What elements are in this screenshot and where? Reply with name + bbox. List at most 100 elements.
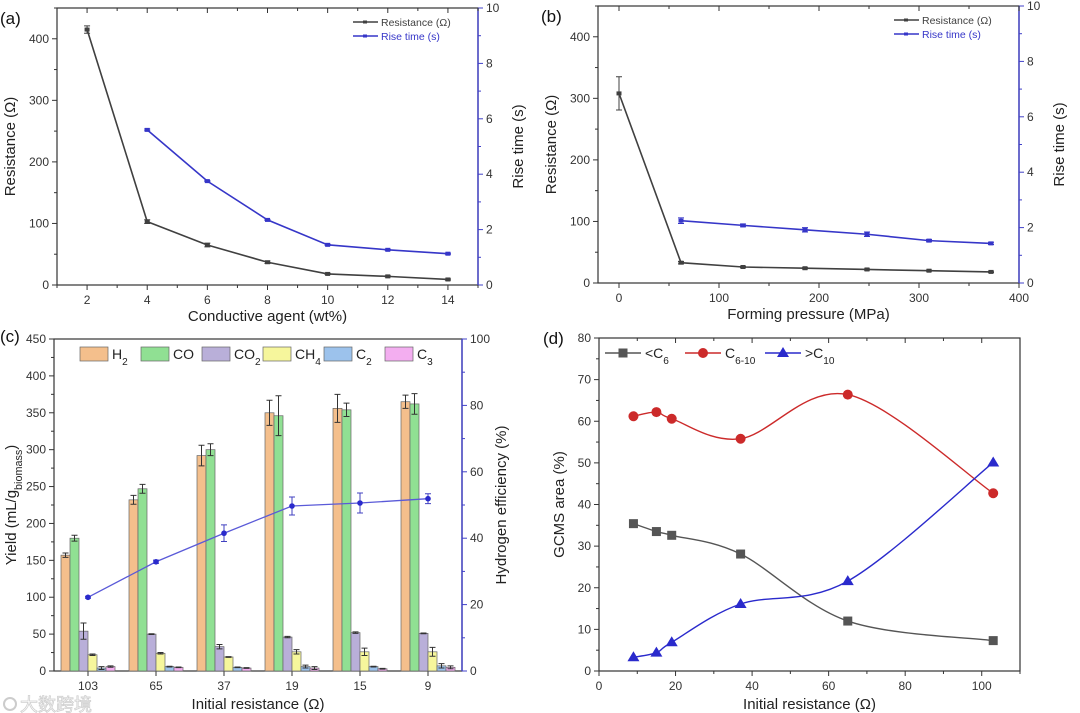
data-point <box>616 91 622 96</box>
data-point <box>926 268 932 273</box>
triangle-marker <box>665 636 678 647</box>
bar <box>282 636 293 672</box>
x-tick-label: 4 <box>144 293 151 307</box>
error-bar <box>429 646 436 657</box>
data-point <box>678 260 684 265</box>
x-tick-label: 15 <box>353 679 367 693</box>
error-bar <box>411 393 418 415</box>
y2-tick-label: 20 <box>470 598 484 612</box>
error-bar <box>334 393 341 423</box>
error-bar <box>130 494 137 505</box>
legend-swatch <box>323 346 353 362</box>
y-tick-label: 400 <box>570 30 590 44</box>
circle-marker <box>842 389 853 400</box>
y-tick-label: 0 <box>584 664 591 678</box>
data-point <box>740 264 746 269</box>
x-tick-label: 8 <box>264 293 271 307</box>
y2-tick-label: 10 <box>486 1 500 15</box>
bar <box>350 632 361 672</box>
legend-marker <box>363 20 367 24</box>
legend-swatch <box>201 346 231 362</box>
bar <box>69 537 80 672</box>
legend-label-subscript: 6 <box>663 356 669 367</box>
y-tick-label: 50 <box>578 456 592 470</box>
panel-a: (a) 0 100 200 300 400 0 2 4 6 8 10 Rise time (s) Resi… <box>0 1 527 325</box>
square-marker <box>843 616 853 626</box>
data-point <box>144 127 150 132</box>
panel-label: (b) <box>541 7 562 26</box>
panel-label: (c) <box>0 327 20 346</box>
data-point <box>802 227 808 232</box>
panel-d: (d) 0 10 20 30 40 50 60 70 80 GCMS area (%) 0 20 40 60… <box>543 329 1021 713</box>
error-bar <box>311 666 318 671</box>
error-bar <box>447 665 454 670</box>
legend-label-text: C <box>417 346 427 362</box>
square-marker <box>651 527 661 537</box>
triangle-marker <box>734 597 747 608</box>
error-bar <box>243 667 250 669</box>
y-tick-label: 450 <box>26 332 46 346</box>
error-bar <box>438 663 445 669</box>
triangle-marker <box>987 456 1000 467</box>
bar <box>418 633 429 672</box>
legend-swatch <box>140 346 170 362</box>
series-curve <box>633 392 994 494</box>
error-bar <box>198 444 205 467</box>
triangle-marker <box>841 575 854 586</box>
data-point <box>265 260 270 265</box>
square-marker <box>736 549 746 559</box>
y2-tick-label: 80 <box>470 398 484 412</box>
error-bar <box>266 399 273 426</box>
efficiency-point <box>357 500 363 506</box>
y-tick-label: 0 <box>42 278 49 292</box>
series-line <box>146 129 448 255</box>
y-tick-label: 30 <box>578 539 592 553</box>
error-bar <box>139 483 146 494</box>
data-point <box>678 218 684 223</box>
watermark-logo: 大数跨境 <box>3 695 92 713</box>
y-tick-label: 0 <box>39 664 46 678</box>
square-marker <box>618 348 628 358</box>
circle-marker <box>988 488 999 499</box>
data-point <box>445 277 451 282</box>
legend-label: H2 <box>112 346 128 368</box>
circle-marker <box>651 407 662 418</box>
legend-label: Resistance (Ω) <box>922 15 992 27</box>
legend-marker <box>363 34 367 38</box>
legend-label: CO2 <box>234 346 261 368</box>
data-point <box>84 27 90 32</box>
error-bar <box>370 665 377 668</box>
x-tick-label: 100 <box>972 679 992 693</box>
legend-label-subscript: 2 <box>255 357 261 368</box>
x-tick-label: 60 <box>822 679 836 693</box>
error-bar <box>293 649 300 655</box>
triangle-marker <box>777 347 789 357</box>
legend-label-text: CO <box>234 346 255 362</box>
y-tick-label: 200 <box>26 516 46 530</box>
efficiency-line <box>87 498 429 598</box>
y-tick-label: 50 <box>33 627 47 641</box>
x-axis-title: Initial resistance (Ω) <box>743 696 876 713</box>
bar <box>137 488 148 672</box>
y-tick-label: 100 <box>29 216 49 230</box>
circle-marker <box>666 413 677 424</box>
legend-label: C6-10 <box>725 345 756 367</box>
x-tick-label: 400 <box>1009 291 1029 305</box>
bar <box>223 656 234 672</box>
data-point <box>988 241 994 246</box>
x-tick-label: 9 <box>425 679 432 693</box>
legend-label-text: C <box>725 345 735 361</box>
y-tick-label: 10 <box>578 622 592 636</box>
efficiency-point <box>85 594 91 601</box>
circle-marker <box>628 411 639 422</box>
data-point <box>385 274 391 279</box>
legend-swatch <box>262 346 292 362</box>
legend-label: Rise time (s) <box>922 29 981 41</box>
x-tick-label: 0 <box>596 679 603 693</box>
x-tick-label: 103 <box>78 679 98 693</box>
y2-tick-label: 2 <box>486 223 493 237</box>
error-bar <box>284 635 291 639</box>
y2-tick-label: 4 <box>486 167 493 181</box>
error-bar <box>175 666 182 669</box>
panel-c: (c) 0 50 100 150 200 250 300 350 400 450 0 20 40 60 80 1… <box>0 327 510 713</box>
